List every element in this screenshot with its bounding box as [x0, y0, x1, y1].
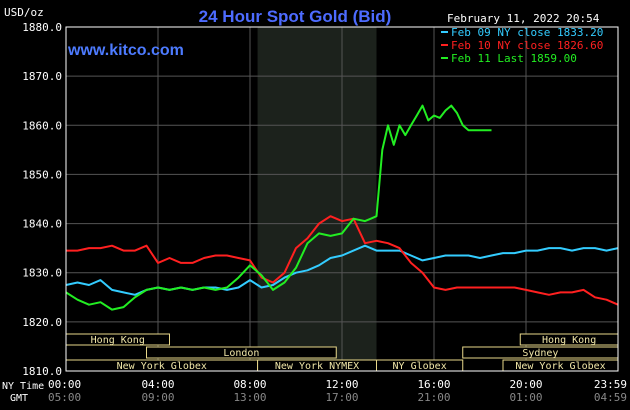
x-tick-label-gmt: 21:00 [417, 391, 450, 404]
y-tick-label: 1860.0 [22, 119, 62, 132]
legend-entry: Feb 11 Last 1859.00 [451, 52, 577, 65]
plot-frame [65, 26, 619, 372]
session-label: NY Globex [393, 361, 447, 372]
session-label: Sydney [522, 348, 558, 359]
session-label: New York NYMEX [275, 361, 359, 372]
y-tick-label: 1820.0 [22, 316, 62, 329]
x-tick-label-gmt: 01:00 [509, 391, 542, 404]
legend-entry: Feb 09 NY close 1833.20 [451, 26, 603, 39]
y-tick-label: 1870.0 [22, 70, 62, 83]
y-axis-unit: USD/oz [4, 6, 44, 19]
x-tick-label-gmt: 09:00 [141, 391, 174, 404]
session-label: New York Globex [117, 361, 207, 372]
x-axis-name-gmt: GMT [10, 393, 28, 404]
x-tick-label-ny: 23:59 [594, 378, 627, 391]
x-tick-label-gmt: 05:00 [48, 391, 81, 404]
x-axis-name-ny: NY Time [2, 381, 44, 392]
kitco-watermark: www.kitco.com [67, 42, 184, 59]
x-tick-label-gmt: 13:00 [233, 391, 266, 404]
x-tick-label-ny: 00:00 [48, 378, 81, 391]
x-tick-label-gmt: 17:00 [325, 391, 358, 404]
chart-title: 24 Hour Spot Gold (Bid) [199, 7, 392, 26]
x-tick-label-ny: 04:00 [141, 378, 174, 391]
date-label: February 11, 2022 20:54 [447, 12, 600, 25]
x-tick-label-ny: 12:00 [325, 378, 358, 391]
legend-entry: Feb 10 NY close 1826.60 [451, 39, 603, 52]
x-tick-label-ny: 16:00 [417, 378, 450, 391]
y-tick-label: 1810.0 [22, 365, 62, 378]
y-tick-label: 1830.0 [22, 267, 62, 280]
series-line [66, 215, 619, 306]
session-label: Hong Kong [91, 335, 145, 346]
series-lines [65, 104, 619, 311]
y-tick-label: 1850.0 [22, 168, 62, 181]
y-tick-label: 1880.0 [22, 21, 62, 34]
y-axis-ticks: 1810.0 1820.0 1830.0 1840.0 1850.0 1860.0 1870… [22, 21, 62, 378]
x-tick-label-ny: 20:00 [509, 378, 542, 391]
nymex-shaded-region [257, 27, 377, 371]
session-label: London [223, 348, 259, 359]
session-label: New York Globex [515, 361, 605, 372]
x-tick-label-gmt: 04:59 [594, 391, 627, 404]
series-line [65, 104, 492, 311]
x-tick-label-ny: 08:00 [233, 378, 266, 391]
session-label: Hong Kong [542, 335, 596, 346]
y-tick-label: 1840.0 [22, 218, 62, 231]
session-bar [146, 346, 337, 359]
